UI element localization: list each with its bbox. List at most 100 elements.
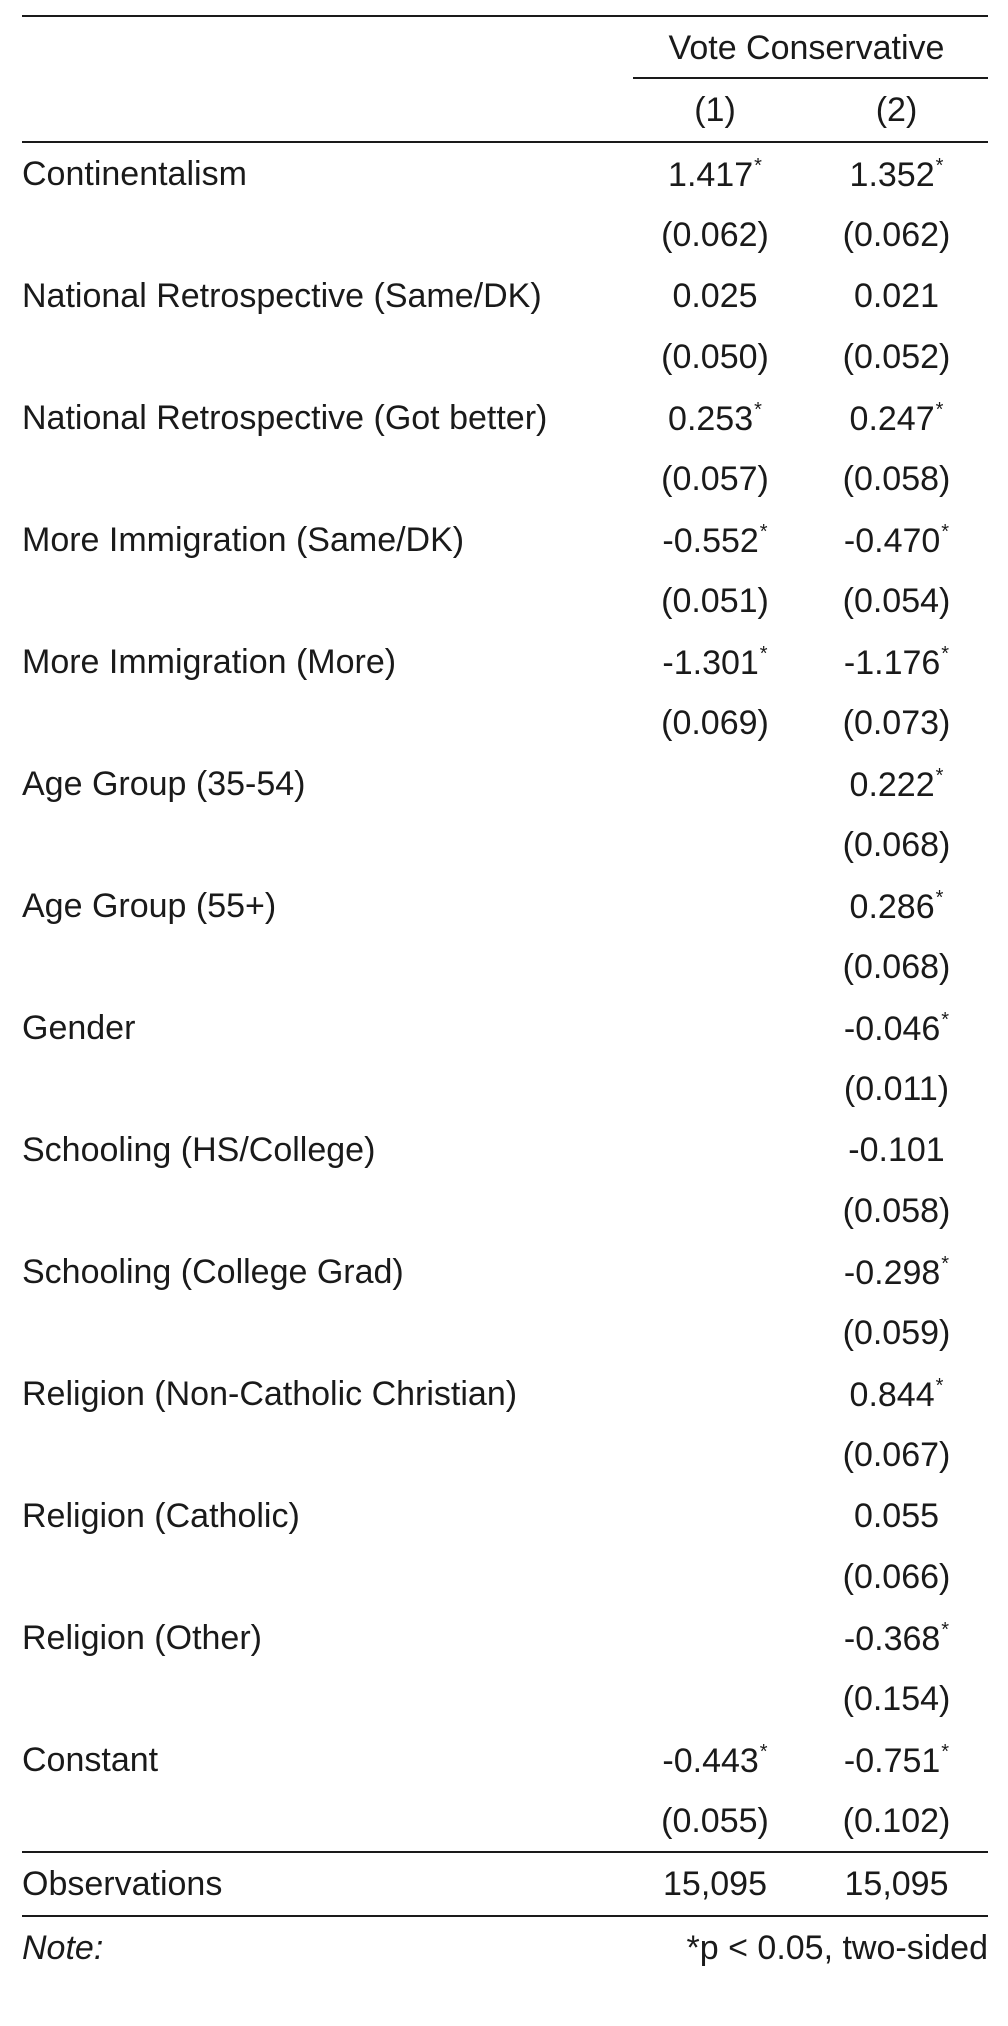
model-1-standard-error (625, 1546, 805, 1607)
coefficient-value: -0.368 (843, 1619, 941, 1658)
coefficient-value: -0.298 (843, 1253, 941, 1292)
significance-star: * (935, 886, 944, 909)
variable-label: More Immigration (More) (22, 642, 397, 681)
standard-error-row: (0.057) (0.058) (22, 448, 988, 509)
standard-error-empty-cell (22, 692, 625, 753)
model-2-standard-error: (0.058) (842, 1191, 951, 1230)
model-1-standard-error (625, 1302, 805, 1363)
significance-star: * (941, 1618, 950, 1641)
standard-error-empty-cell (22, 1180, 625, 1241)
standard-error-empty-cell (22, 448, 625, 509)
coefficient-value: 0.025 (672, 276, 758, 315)
coefficient-value: 1.417 (668, 155, 754, 194)
model-2-standard-error: (0.102) (842, 1801, 951, 1840)
standard-error-row: (0.011) (22, 1058, 988, 1119)
coefficient-value: -0.443 (662, 1741, 759, 1780)
model-2-standard-error: (0.073) (842, 703, 951, 742)
variable-label: Gender (22, 1008, 136, 1047)
variable-label: Religion (Catholic) (22, 1496, 300, 1535)
significance-star: * (941, 1008, 950, 1031)
model-1-coefficient-cell (625, 997, 805, 1058)
standard-error-row: (0.058) (22, 1180, 988, 1241)
coefficient-value: 0.222 (849, 765, 935, 804)
coefficient-row: Religion (Non-Catholic Christian) 0.844* (22, 1363, 988, 1424)
standard-error-empty-cell (22, 936, 625, 997)
significance-star: * (941, 1252, 950, 1275)
coefficient-row: More Immigration (Same/DK) -0.552* -0.470* (22, 509, 988, 570)
model-2-standard-error: (0.066) (842, 1557, 951, 1596)
coefficient-value: 1.352 (849, 155, 935, 194)
coefficient-value: 0.055 (853, 1496, 940, 1535)
model-2-coefficient-cell: 0.222* (805, 753, 988, 814)
model-2-coefficient-cell: 0.021 (805, 265, 988, 326)
significance-star: * (759, 642, 768, 665)
variable-label: Schooling (College Grad) (22, 1252, 404, 1291)
model-2-standard-error: (0.154) (842, 1679, 951, 1718)
coefficient-value: -0.751 (843, 1741, 941, 1780)
model-1-coefficient-cell (625, 1241, 805, 1302)
coefficient-row: Schooling (HS/College) -0.101 (22, 1119, 988, 1180)
standard-error-empty-cell (22, 1546, 625, 1607)
model-2-standard-error: (0.052) (842, 337, 951, 376)
coefficient-value: -1.301 (662, 643, 759, 682)
variable-label: Religion (Other) (22, 1618, 262, 1657)
variable-label: Schooling (HS/College) (22, 1130, 376, 1169)
coefficient-value: -0.470 (843, 521, 941, 560)
model-1-standard-error: (0.057) (661, 459, 769, 498)
model-1-coefficient-cell: -0.552* (625, 509, 805, 570)
standard-error-row: (0.059) (22, 1302, 988, 1363)
dependent-variable-label: Vote Conservative (668, 29, 945, 67)
significance-star: * (935, 1374, 944, 1397)
variable-label: National Retrospective (Got better) (22, 398, 548, 437)
coefficient-value: -0.046 (843, 1009, 941, 1048)
standard-error-row: (0.062) (0.062) (22, 204, 988, 265)
header-empty-cell (22, 17, 625, 79)
standard-error-empty-cell (22, 204, 625, 265)
standard-error-row: (0.154) (22, 1668, 988, 1729)
variable-label: Continentalism (22, 154, 247, 193)
coefficient-value: 0.021 (853, 276, 940, 315)
coefficient-row: Age Group (55+) 0.286* (22, 875, 988, 936)
standard-error-row: (0.068) (22, 814, 988, 875)
model-2-coefficient-cell: 0.286* (805, 875, 988, 936)
standard-error-row: (0.068) (22, 936, 988, 997)
model-2-standard-error: (0.068) (842, 947, 951, 986)
model-2-coefficient-cell: -0.101 (805, 1119, 988, 1180)
variable-label: Constant (22, 1740, 159, 1779)
note-text: *p < 0.05, two-sided (686, 1929, 988, 1967)
model-2-coefficient-cell: -0.046* (805, 997, 988, 1058)
dependent-variable-row: Vote Conservative (22, 17, 988, 79)
model-2-header: (2) (805, 79, 988, 143)
coefficient-value: -0.552 (662, 521, 759, 560)
model-1-coefficient-cell (625, 1363, 805, 1424)
table-body: Vote Conservative (1) (2) Continentalism… (22, 15, 988, 1979)
model-2-standard-error: (0.054) (842, 581, 951, 620)
model-1-coefficient-cell (625, 1607, 805, 1668)
model-1-coefficient-cell: -1.301* (625, 631, 805, 692)
model-1-standard-error (625, 814, 805, 875)
variable-label: National Retrospective (Same/DK) (22, 276, 542, 315)
variable-label: Religion (Non-Catholic Christian) (22, 1374, 518, 1413)
model-1-standard-error (625, 1180, 805, 1241)
regression-table: Vote Conservative (1) (2) Continentalism… (22, 15, 988, 1979)
model-2-standard-error: (0.011) (843, 1069, 950, 1108)
dependent-variable-rule (633, 77, 988, 79)
standard-error-empty-cell (22, 570, 625, 631)
coefficient-row: National Retrospective (Same/DK) 0.025 0.0… (22, 265, 988, 326)
coefficient-value: -1.176 (843, 643, 941, 682)
model-1-header: (1) (625, 79, 805, 143)
model-1-coefficient-cell: -0.443* (625, 1729, 805, 1790)
observations-model-1: 15,095 (625, 1851, 805, 1917)
model-1-coefficient-cell (625, 753, 805, 814)
model-2-coefficient-cell: -0.751* (805, 1729, 988, 1790)
model-1-coefficient-cell: 1.417* (625, 142, 805, 204)
model-2-coefficient-cell: -0.298* (805, 1241, 988, 1302)
standard-error-row: (0.069) (0.073) (22, 692, 988, 753)
variable-label: Age Group (55+) (22, 886, 277, 925)
model-2-standard-error: (0.062) (842, 215, 951, 254)
significance-star: * (754, 154, 762, 177)
standard-error-row: (0.051) (0.054) (22, 570, 988, 631)
variable-label: Age Group (35-54) (22, 764, 306, 803)
variable-label: More Immigration (Same/DK) (22, 520, 465, 559)
standard-error-empty-cell (22, 1790, 625, 1852)
